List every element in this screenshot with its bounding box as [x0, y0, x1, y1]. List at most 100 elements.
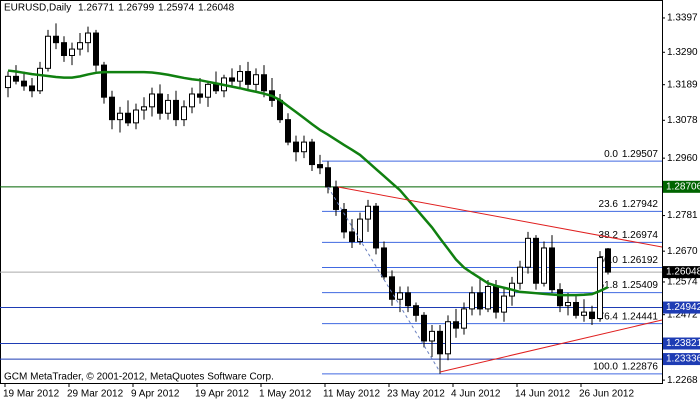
candle-body — [13, 75, 19, 82]
candle-body — [549, 247, 555, 291]
x-tick-label: 19 Mar 2012 — [3, 389, 60, 400]
price-box-label: 1.24942 — [666, 302, 700, 313]
fib-price: 1.24441 — [622, 311, 659, 322]
candle-body — [557, 289, 563, 307]
candle-body — [77, 42, 83, 50]
candle-body — [189, 93, 195, 108]
price-box — [663, 337, 700, 350]
price-box — [663, 180, 700, 193]
price-box — [663, 353, 700, 366]
fib-ratio: 0.0 — [604, 149, 618, 160]
candle-body — [53, 35, 59, 44]
candle-body — [605, 248, 611, 273]
candle-body — [157, 93, 163, 114]
x-tick-label: 4 Jun 2012 — [451, 389, 501, 400]
fib-price: 1.29507 — [622, 149, 659, 160]
candle-body — [597, 257, 603, 320]
x-tick-label: 1 May 2012 — [259, 389, 312, 400]
y-tick-label: 1.3290 — [667, 47, 698, 58]
candle-body — [333, 186, 339, 210]
fib-ratio: 61.8 — [599, 280, 619, 291]
candle-body — [461, 308, 467, 329]
close: 1.26048 — [198, 3, 235, 14]
candle-body — [213, 83, 219, 92]
candle-body — [37, 67, 43, 92]
y-tick-label: 1.3189 — [667, 79, 698, 90]
candle-body — [397, 292, 403, 300]
trend-line — [439, 319, 663, 373]
price-box — [663, 266, 700, 279]
candle-body — [373, 205, 379, 249]
candle-body — [453, 321, 459, 329]
candle-body — [117, 112, 123, 121]
candle-body — [173, 99, 179, 121]
footer: GCM MetaTrader, © 2001-2012, MetaQuotes … — [4, 372, 274, 383]
fib-price: 1.27942 — [622, 199, 659, 210]
y-tick-label: 1.2472 — [667, 309, 698, 320]
candle-body — [581, 311, 587, 316]
candle-body — [589, 311, 595, 320]
candle-body — [293, 141, 299, 153]
candle-body — [389, 276, 395, 300]
candle-body — [133, 109, 139, 124]
candle-body — [245, 71, 251, 85]
x-tick-label: 9 Apr 2012 — [131, 389, 180, 400]
candle-body — [69, 48, 75, 56]
moving-average — [7, 69, 609, 297]
candle-body — [93, 32, 99, 66]
candle-body — [317, 164, 323, 169]
fib-ratio: 76.4 — [599, 311, 619, 322]
candle-body — [485, 285, 491, 310]
fib-price: 1.26974 — [622, 230, 659, 241]
candle-body — [141, 106, 147, 111]
candle-body — [517, 266, 523, 284]
price-box-label: 1.23336 — [666, 354, 700, 365]
candle-body — [437, 330, 443, 355]
candle-body — [197, 93, 203, 98]
low: 1.25974 — [158, 3, 195, 14]
candle-body — [325, 167, 331, 188]
candle-body — [5, 75, 11, 89]
candle-body — [413, 305, 419, 316]
candle-body — [501, 295, 507, 313]
fib-ratio: 38.2 — [599, 230, 619, 241]
candle-body — [493, 285, 499, 313]
y-tick-label: 1.2670 — [667, 246, 698, 257]
symbol: EURUSD,Daily — [4, 3, 71, 14]
x-tick-label: 26 Jun 2012 — [579, 389, 634, 400]
y-tick-label: 1.2960 — [667, 153, 698, 164]
y-tick-label: 1.2781 — [667, 210, 698, 221]
price-box — [663, 301, 700, 314]
candle-body — [565, 301, 571, 307]
candle-body — [349, 231, 355, 243]
candle-body — [301, 141, 307, 153]
candle-body — [309, 141, 315, 166]
fib-price: 1.26192 — [622, 255, 659, 266]
candle-body — [381, 247, 387, 278]
candle-body — [445, 321, 451, 355]
y-tick-label: 1.3078 — [667, 115, 698, 126]
price-box-label: 1.26048 — [666, 267, 700, 278]
candle-body — [61, 42, 67, 56]
candle-body — [29, 85, 35, 92]
candle-body — [477, 292, 483, 310]
candle-body — [181, 106, 187, 121]
candle-body — [341, 208, 347, 233]
fib-anchor-line — [327, 186, 441, 373]
candle-body — [277, 99, 283, 121]
high: 1.26799 — [118, 3, 155, 14]
x-tick-label: 23 May 2012 — [387, 389, 445, 400]
x-tick-label: 11 May 2012 — [323, 389, 381, 400]
fib-ratio: 23.6 — [599, 199, 619, 210]
candle-body — [85, 32, 91, 44]
price-box-label: 1.28706 — [666, 181, 700, 192]
candle-body — [525, 237, 531, 268]
candle-body — [101, 64, 107, 98]
candle-body — [541, 247, 547, 284]
candle-body — [165, 99, 171, 114]
fib-ratio: 100.0 — [593, 361, 618, 372]
candle-body — [533, 237, 539, 284]
candle-body — [469, 292, 475, 310]
x-tick-label: 19 Apr 2012 — [195, 389, 249, 400]
